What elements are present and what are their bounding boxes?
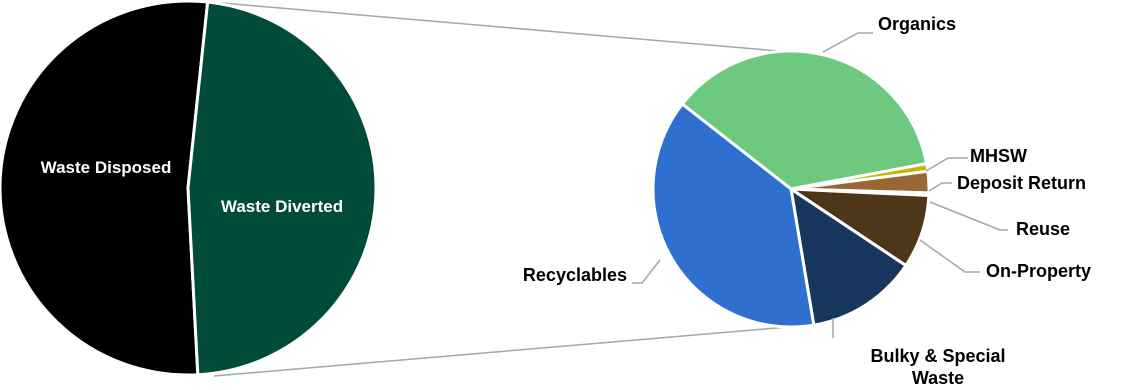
label-mhsw: MHSW <box>970 146 1027 166</box>
slice-bulky-and-special-waste <box>788 185 908 327</box>
label-bulky-and-special-waste: Bulky & Special Waste <box>870 346 1005 388</box>
label-reuse: Reuse <box>1016 219 1070 239</box>
slice-waste-disposed <box>0 0 210 377</box>
leader-deposit-return <box>928 182 952 192</box>
secondary-pie <box>651 49 931 329</box>
label-deposit-return: Deposit Return <box>957 173 1086 193</box>
label-organics: Organics <box>878 14 956 34</box>
leader-recyclables <box>632 259 661 284</box>
leader-organics <box>822 32 873 53</box>
connector-line-top <box>209 1 791 53</box>
data-labels: Waste Disposed Waste Diverted Organics MHSW… <box>41 14 1091 388</box>
label-waste-disposed: Waste Disposed <box>41 158 172 177</box>
slice-waste-diverted <box>186 0 378 377</box>
leader-mhsw <box>925 157 968 172</box>
label-recyclables: Recyclables <box>523 265 627 285</box>
slice-recyclables <box>651 101 816 329</box>
leader-on-property <box>919 239 980 273</box>
connector-lines <box>209 1 801 377</box>
leader-lines <box>632 32 1008 338</box>
slice-organics <box>680 49 929 191</box>
leader-reuse <box>929 201 1008 231</box>
label-on-property: On-Property <box>986 261 1091 281</box>
connector-line-bottom <box>213 325 801 377</box>
label-waste-diverted: Waste Diverted <box>221 197 343 216</box>
main-pie <box>0 0 378 377</box>
